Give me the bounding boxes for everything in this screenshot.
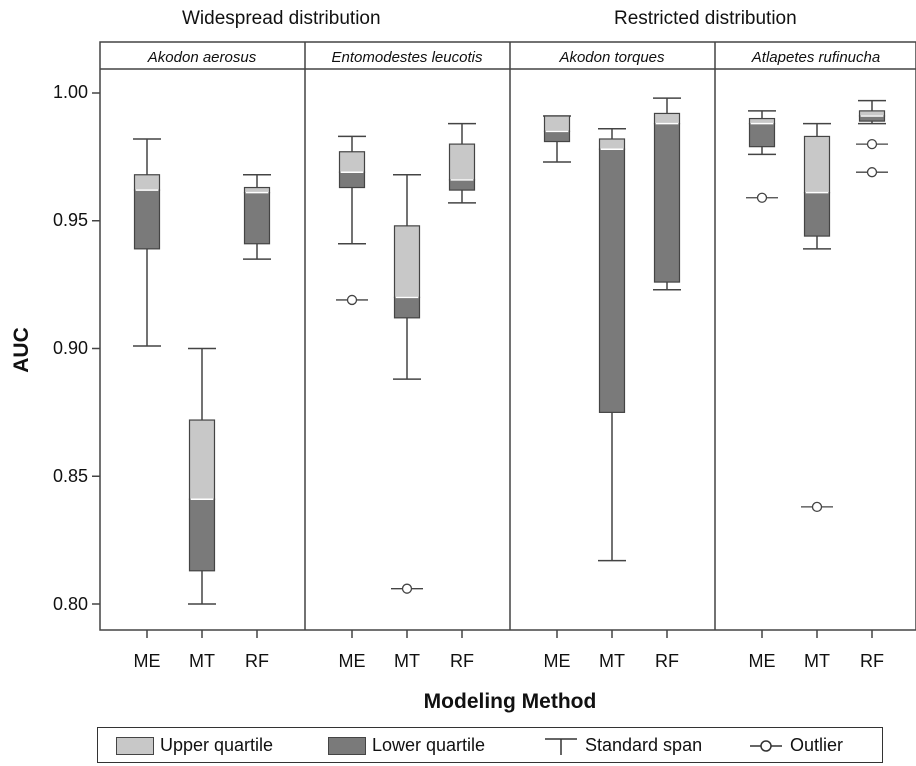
box-upper-quartile — [338, 151, 366, 173]
box-upper-quartile — [543, 115, 571, 132]
y-tick-label: 0.95 — [52, 210, 88, 230]
legend-item-standard-span: Standard span — [541, 735, 702, 756]
x-axis-title: Modeling Method — [423, 690, 597, 713]
group-title-widespread: Widespread distribution — [182, 8, 381, 29]
x-tick-label: ME — [338, 651, 366, 671]
box-upper-quartile — [748, 117, 776, 125]
x-tick-label: RF — [245, 651, 269, 671]
box-upper-quartile — [598, 138, 626, 150]
outlier-point — [401, 583, 413, 594]
y-axis-title: AUC — [10, 327, 33, 373]
legend-label-outlier: Outlier — [790, 735, 844, 755]
legend-item-lower-quartile: Lower quartile — [328, 735, 485, 756]
x-tick-label: RF — [860, 651, 884, 671]
y-tick-label: 0.80 — [52, 594, 88, 614]
box-lower-quartile — [133, 189, 161, 250]
outlier-point — [866, 138, 878, 150]
x-tick-label: ME — [133, 651, 161, 671]
legend-item-outlier: Outlier — [746, 735, 843, 756]
legend: Upper quartile Lower quartile Standard s… — [97, 727, 883, 763]
panel-title-atlapetes-rufinucha: Atlapetes rufinucha — [751, 49, 881, 66]
x-tick-label: MT — [599, 651, 625, 671]
y-tick-label: 0.90 — [52, 338, 88, 358]
box-lower-quartile — [393, 296, 421, 319]
outlier-point — [346, 294, 358, 306]
panel-title-akodon-aerosus: Akodon aerosus — [147, 49, 257, 66]
legend-swatch-upper — [116, 736, 154, 755]
y-tick-label: 1.00 — [52, 82, 88, 102]
box-lower-quartile — [653, 123, 681, 283]
plot-frame — [99, 41, 916, 631]
legend-item-upper-quartile: Upper quartile — [116, 735, 273, 756]
box-upper-quartile — [448, 143, 476, 181]
x-tick-label: MT — [189, 651, 215, 671]
box-lower-quartile — [803, 192, 831, 237]
x-tick-label: MT — [804, 651, 830, 671]
box-upper-quartile — [653, 112, 681, 125]
box-lower-quartile — [338, 171, 366, 189]
x-tick-label: MT — [394, 651, 420, 671]
box-lower-quartile — [598, 148, 626, 413]
panel-title-akodon-torques: Akodon torques — [559, 49, 665, 66]
legend-label-span: Standard span — [585, 735, 703, 755]
outlier-point — [811, 501, 823, 513]
box-upper-quartile — [803, 135, 831, 194]
standard-span-icon — [545, 737, 577, 755]
box-lower-quartile — [448, 179, 476, 191]
box-upper-quartile — [133, 174, 161, 191]
panel-title-entomodestes-leucotis: Entomodestes leucotis — [331, 49, 483, 66]
group-title-restricted: Restricted distribution — [614, 8, 797, 29]
x-tick-label: ME — [748, 651, 776, 671]
outlier-point — [756, 192, 768, 203]
x-tick-label: RF — [450, 651, 474, 671]
box-lower-quartile — [188, 498, 216, 572]
y-tick-label: 0.85 — [52, 466, 88, 486]
outlier-point — [866, 167, 878, 178]
legend-label-upper: Upper quartile — [160, 735, 274, 755]
box-lower-quartile — [858, 115, 886, 122]
x-tick-label: ME — [543, 651, 571, 671]
outlier-icon — [750, 739, 782, 752]
box-upper-quartile — [243, 186, 271, 194]
box-upper-quartile — [393, 225, 421, 299]
box-lower-quartile — [243, 192, 271, 245]
legend-swatch-lower — [328, 736, 366, 755]
box-lower-quartile — [748, 123, 776, 148]
box-lower-quartile — [543, 130, 571, 143]
box-upper-quartile — [858, 110, 886, 117]
box-upper-quartile — [188, 419, 216, 500]
x-tick-label: RF — [655, 651, 679, 671]
legend-label-lower: Lower quartile — [372, 735, 486, 755]
